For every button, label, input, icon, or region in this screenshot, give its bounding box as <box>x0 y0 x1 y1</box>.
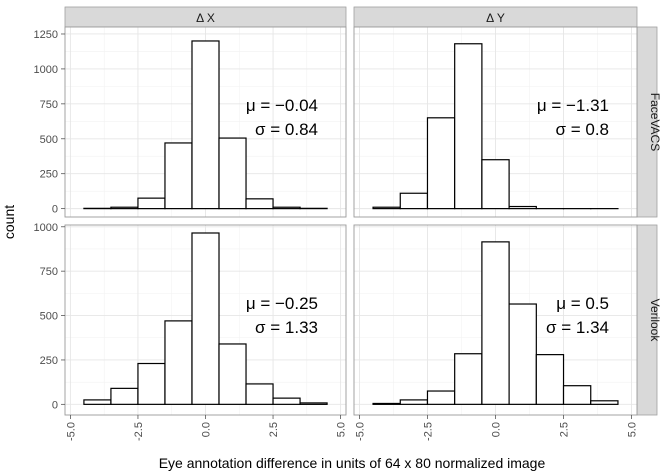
facet-panel: μ = −0.25 σ = 1.33 <box>64 224 347 416</box>
y-tick-label: 250 <box>40 169 58 181</box>
histogram-bar <box>245 383 274 405</box>
x-axis-title: Eye annotation difference in units of 64… <box>159 455 546 471</box>
histogram-bar <box>272 397 301 405</box>
x-tick-label: 2.5 <box>559 422 571 437</box>
histogram-bar <box>508 205 537 210</box>
x-tick-label: 5.0 <box>336 422 348 437</box>
x-tick-label: 0.0 <box>491 422 503 437</box>
histogram-bar <box>372 402 401 405</box>
y-tick-label: 0 <box>52 399 58 411</box>
facet-panel: μ = −1.31 σ = 0.8 <box>353 26 638 218</box>
histogram-bar <box>218 343 247 405</box>
histogram-bar <box>164 320 193 405</box>
x-tick-label: 2.5 <box>268 422 280 437</box>
x-tick-label: 5.0 <box>627 422 639 437</box>
mean-annotation: μ = −0.25 <box>246 294 318 313</box>
mean-annotation: μ = −0.04 <box>246 96 318 115</box>
histogram-bar <box>83 399 112 405</box>
column-strip-label: Δ X <box>196 11 215 25</box>
histogram-bar <box>399 192 429 210</box>
histogram-bar <box>137 197 166 210</box>
sd-annotation: σ = 0.8 <box>556 120 610 139</box>
histogram-bar <box>426 390 456 405</box>
facet-panel: μ = −0.04 σ = 0.84 <box>64 26 347 218</box>
histogram-bar <box>481 241 510 405</box>
y-tick-label: 250 <box>40 355 58 367</box>
histogram-bar <box>562 385 592 405</box>
histogram-bar <box>164 142 193 210</box>
x-tick-label: -2.5 <box>422 422 434 441</box>
x-tick-label: -2.5 <box>133 422 145 441</box>
facet-panel: μ = 0.5 σ = 1.34 <box>353 224 638 416</box>
row-strip-label: Verilook <box>648 299 662 343</box>
mean-annotation: μ = −1.31 <box>537 96 609 115</box>
histogram-bar <box>191 232 220 405</box>
x-tick-label: 0.0 <box>201 422 213 437</box>
histogram-bar <box>218 137 247 210</box>
y-tick-label: 500 <box>40 311 58 323</box>
histogram-bar <box>110 387 139 405</box>
histogram-bar <box>481 159 510 210</box>
y-tick-label: 1000 <box>34 64 58 76</box>
histogram-bar <box>535 354 565 405</box>
row-strip-label: FaceVACS <box>648 93 662 151</box>
x-tick-label: -5.0 <box>65 422 77 441</box>
y-tick-label: 0 <box>52 204 58 216</box>
panel-border <box>353 26 638 218</box>
mean-annotation: μ = 0.5 <box>556 294 609 313</box>
histogram-bar <box>590 400 619 405</box>
histogram-bar <box>454 353 483 405</box>
sd-annotation: σ = 0.84 <box>255 120 318 139</box>
y-tick-label: 1250 <box>34 29 58 41</box>
y-tick-label: 500 <box>40 134 58 146</box>
histogram-bar <box>299 402 328 405</box>
x-tick-label: -5.0 <box>354 422 366 441</box>
histogram-bar <box>399 399 429 405</box>
histogram-bar <box>372 206 401 210</box>
histogram-bar <box>454 43 483 210</box>
histogram-bar <box>137 362 166 405</box>
histogram-bar <box>191 40 220 210</box>
y-tick-label: 750 <box>40 266 58 278</box>
sd-annotation: σ = 1.34 <box>546 318 609 337</box>
histogram-bar <box>110 206 139 210</box>
y-tick-label: 1000 <box>34 222 58 234</box>
y-tick-label: 750 <box>40 99 58 111</box>
column-strip-label: Δ Y <box>486 11 505 25</box>
histogram-bar <box>508 303 537 405</box>
histogram-bar <box>245 198 274 210</box>
panel-border <box>64 26 347 218</box>
histogram-bar <box>426 117 456 210</box>
sd-annotation: σ = 1.33 <box>255 318 318 337</box>
y-axis-title: count <box>1 205 17 239</box>
histogram-bar <box>272 206 301 210</box>
